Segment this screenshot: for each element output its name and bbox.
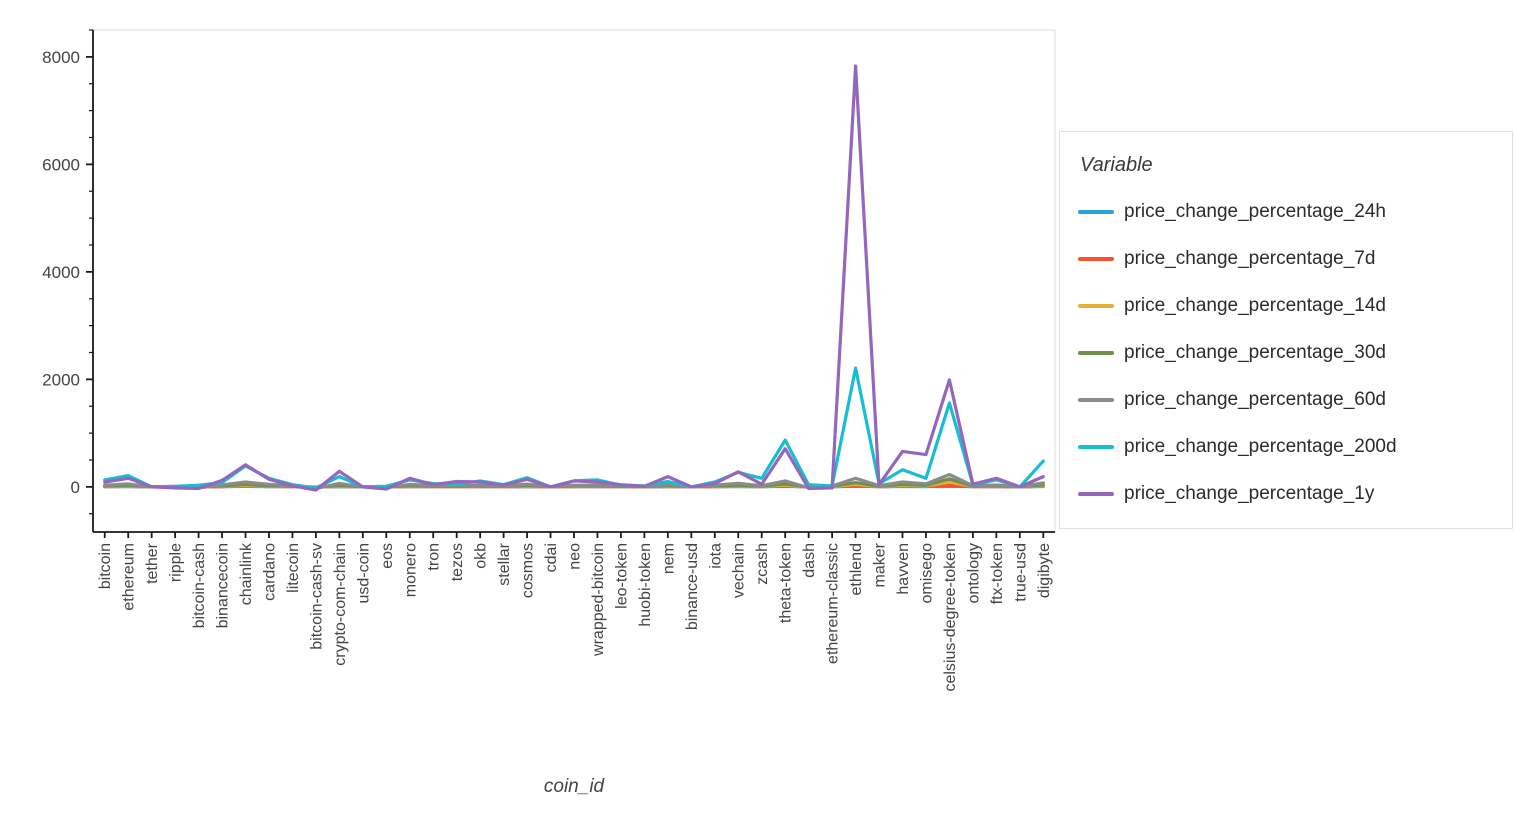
x-tick-label: cosmos	[520, 543, 537, 598]
x-tick-label: ftx-token	[989, 543, 1006, 604]
x-tick-label: litecoin	[285, 543, 302, 593]
x-tick-label: digibyte	[1036, 543, 1053, 598]
x-tick-label: maker	[872, 542, 889, 587]
x-tick-label: zcash	[754, 543, 771, 585]
plot-outline	[92, 29, 1056, 533]
x-tick-label: bitcoin-cash	[191, 543, 208, 628]
legend-line-swatch	[1078, 492, 1114, 496]
legend-line-swatch	[1078, 210, 1114, 214]
legend-item-label: price_change_percentage_30d	[1124, 342, 1386, 363]
x-tick-label: usd-coin	[355, 543, 372, 603]
x-tick-label: dash	[801, 543, 818, 578]
legend-title: Variable	[1080, 154, 1153, 176]
x-tick-label: okb	[473, 543, 490, 569]
x-tick-label: iota	[707, 543, 724, 569]
x-tick-label: leo-token	[613, 543, 630, 609]
x-tick-label: monero	[402, 543, 419, 597]
legend-item-label: price_change_percentage_7d	[1124, 248, 1376, 269]
x-tick-label: ripple	[168, 543, 185, 582]
series-line-price_change_percentage_1y	[103, 64, 1045, 492]
y-tick-label: 6000	[42, 155, 80, 174]
legend-item[interactable]: price_change_percentage_7d	[1078, 244, 1498, 274]
legend-line-swatch	[1078, 304, 1114, 308]
x-tick-label: chainlink	[238, 542, 255, 605]
legend: Variable price_change_percentage_24h pri…	[1059, 131, 1513, 529]
x-tick-label: wrapped-bitcoin	[590, 543, 607, 657]
legend-line-swatch	[1078, 398, 1114, 402]
line-chart-canvas: 0 2000 4000 6000 8000 bitcoin ethereum tether ri…	[42, 29, 1056, 797]
x-axis-title: coin_id	[544, 776, 606, 797]
x-tick-label: binance-usd	[684, 543, 701, 630]
x-tick-label: ethlend	[848, 543, 865, 596]
legend-line-swatch	[1078, 445, 1114, 449]
x-tick-label: ethereum-classic	[825, 543, 842, 664]
legend-item-label: price_change_percentage_14d	[1124, 295, 1386, 316]
x-tick-label: stellar	[496, 542, 513, 585]
y-tick-label: 2000	[42, 370, 80, 389]
x-tick-label: havven	[895, 543, 912, 595]
x-tick-label: crypto-com-chain	[332, 543, 349, 666]
x-tick-label: omisego	[918, 543, 935, 604]
legend-item[interactable]: price_change_percentage_24h	[1078, 197, 1498, 227]
x-tick-label: binancecoin	[215, 543, 232, 628]
axis-labels: 0 2000 4000 6000 8000 bitcoin ethereum tether ri…	[42, 48, 1053, 797]
x-tick-label: true-usd	[1012, 543, 1029, 602]
legend-item[interactable]: price_change_percentage_200d	[1078, 432, 1498, 462]
x-tick-label: theta-token	[778, 543, 795, 623]
x-tick-label: bitcoin-cash-sv	[308, 543, 325, 650]
legend-item-label: price_change_percentage_1y	[1124, 483, 1375, 504]
legend-item-label: price_change_percentage_200d	[1124, 436, 1397, 457]
x-tick-label: bitcoin	[97, 543, 114, 589]
series-lines	[103, 64, 1045, 492]
x-tick-label: celsius-degree-token	[942, 543, 959, 692]
x-tick-label: tezos	[449, 543, 466, 581]
legend-item-label: price_change_percentage_60d	[1124, 389, 1386, 410]
x-tick-label: cardano	[261, 543, 278, 601]
x-tick-label: neo	[567, 543, 584, 570]
legend-item[interactable]: price_change_percentage_14d	[1078, 291, 1498, 321]
series-line-price_change_percentage_60d	[103, 472, 1045, 490]
y-tick-label: 4000	[42, 263, 80, 282]
y-tick-label: 0	[71, 478, 80, 497]
x-tick-label: ethereum	[121, 543, 138, 611]
legend-line-swatch	[1078, 257, 1114, 261]
x-tick-label: eos	[379, 543, 396, 569]
axes	[86, 29, 1056, 538]
y-tick-label: 8000	[42, 48, 80, 67]
legend-item[interactable]: price_change_percentage_30d	[1078, 338, 1498, 368]
x-tick-label: nem	[660, 543, 677, 574]
series-line-price_change_percentage_200d	[103, 366, 1045, 490]
legend-line-swatch	[1078, 351, 1114, 355]
legend-item[interactable]: price_change_percentage_1y	[1078, 479, 1498, 509]
x-tick-label: vechain	[731, 543, 748, 598]
x-tick-label: ontology	[965, 543, 982, 604]
legend-item[interactable]: price_change_percentage_60d	[1078, 385, 1498, 415]
x-tick-label: cdai	[543, 543, 560, 572]
x-tick-label: tether	[144, 542, 161, 584]
x-tick-label: huobi-token	[637, 543, 654, 627]
x-tick-label: tron	[426, 543, 443, 571]
legend-item-label: price_change_percentage_24h	[1124, 201, 1386, 222]
